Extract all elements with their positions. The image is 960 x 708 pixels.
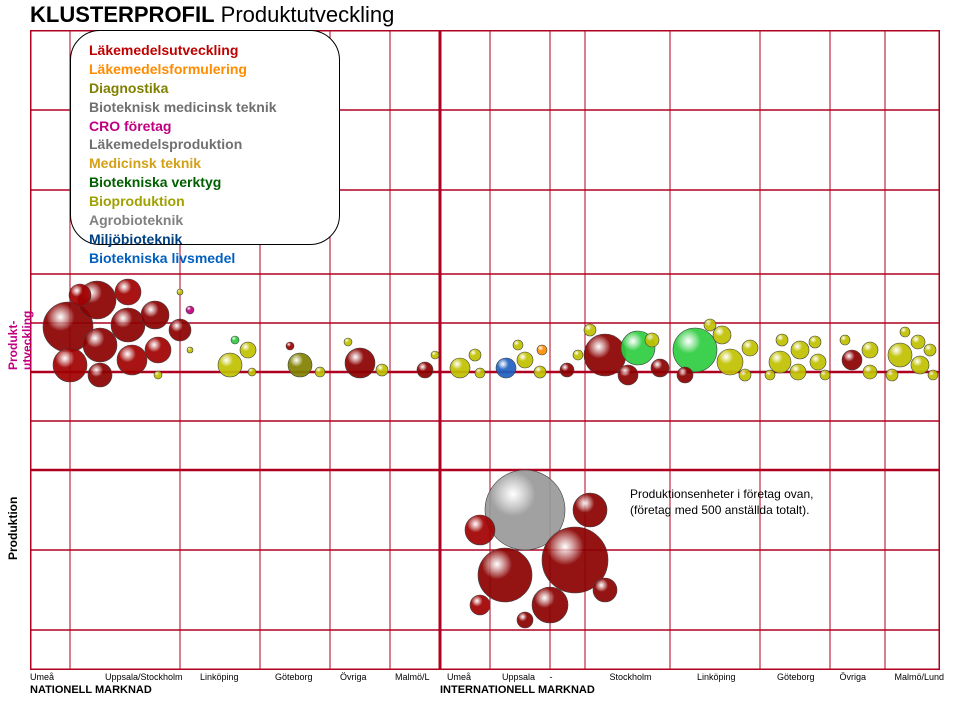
xaxis-tick: Göteborg	[275, 672, 313, 682]
legend-item: Bioproduktion	[89, 192, 321, 211]
production-note: Produktionsenheter i företag ovan,(föret…	[630, 487, 813, 518]
legend-item: Läkemedelsformulering	[89, 60, 321, 79]
xaxis-tick: Uppsala/Stockholm	[105, 672, 183, 682]
xaxis-title-national: NATIONELL MARKNAD	[30, 684, 152, 696]
xaxis-tick: Umeå	[30, 672, 54, 682]
legend-item: Bioteknisk medicinsk teknik	[89, 98, 321, 117]
legend-box: LäkemedelsutvecklingLäkemedelsformulerin…	[70, 30, 340, 245]
xaxis-tick: -	[550, 672, 553, 682]
legend-item: Biotekniska verktyg	[89, 173, 321, 192]
xaxis-tick: Göteborg	[777, 672, 815, 682]
page-title: KLUSTERPROFIL Produktutveckling	[30, 2, 394, 28]
xaxis-title-international: INTERNATIONELL MARKNAD	[440, 684, 595, 696]
klusterprofil-page: KLUSTERPROFIL Produktutveckling Läkemede…	[0, 0, 960, 708]
legend-item: Diagnostika	[89, 79, 321, 98]
xaxis-tick: Linköping	[200, 672, 239, 682]
xaxis-tick: Stockholm	[610, 672, 652, 682]
legend-item: Läkemedelsutveckling	[89, 41, 321, 60]
yaxis-label-produktutveckling: Produkt-utveckling	[6, 311, 34, 370]
xaxis-tick: Övriga	[840, 672, 867, 682]
xaxis-tick: Umeå	[447, 672, 471, 682]
title-rest: Produktutveckling	[215, 2, 395, 27]
legend-item: Medicinsk teknik	[89, 154, 321, 173]
legend-item: Läkemedelsproduktion	[89, 135, 321, 154]
title-bold: KLUSTERPROFIL	[30, 2, 215, 27]
xaxis-tick: Malmö/L	[395, 672, 430, 682]
xaxis-tick: Uppsala	[502, 672, 535, 682]
yaxis-label-produktion: Produktion	[6, 497, 20, 560]
xaxis-tick: Övriga	[340, 672, 367, 682]
legend-item: CRO företag	[89, 117, 321, 136]
xaxis-tick: Malmö/Lund	[895, 672, 945, 682]
legend-item: Miljöbioteknik	[89, 230, 321, 249]
legend-item: Agrobioteknik	[89, 211, 321, 230]
legend-item: Biotekniska livsmedel	[89, 249, 321, 268]
xaxis-tick: Linköping	[697, 672, 736, 682]
